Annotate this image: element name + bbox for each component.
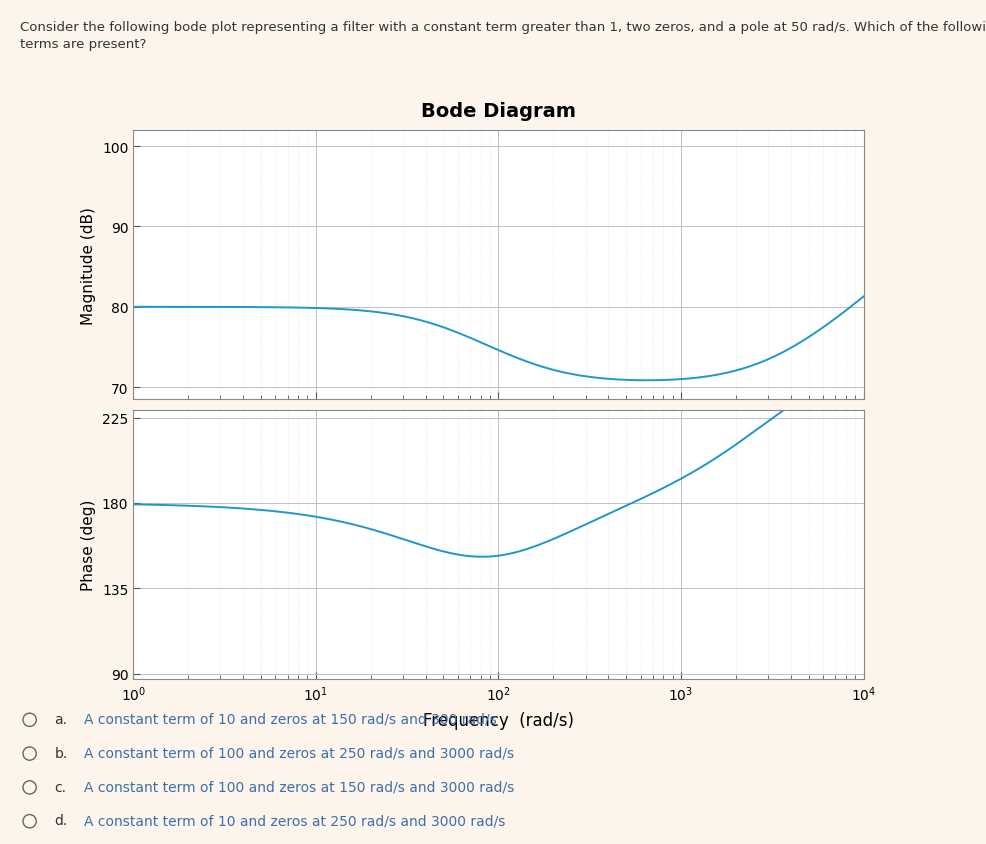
X-axis label: Frequency  (rad/s): Frequency (rad/s) [423, 711, 573, 729]
Text: A constant term of 100 and zeros at 250 rad/s and 3000 rad/s: A constant term of 100 and zeros at 250 … [84, 746, 514, 760]
Y-axis label: Phase (deg): Phase (deg) [81, 500, 97, 591]
Y-axis label: Magnitude (dB): Magnitude (dB) [82, 207, 97, 324]
Text: A constant term of 10 and zeros at 150 rad/s and 300 rad/s: A constant term of 10 and zeros at 150 r… [84, 712, 496, 726]
Text: Consider the following bode plot representing a filter with a constant term grea: Consider the following bode plot represe… [20, 21, 986, 34]
Title: Bode Diagram: Bode Diagram [420, 102, 576, 121]
Text: A constant term of 10 and zeros at 250 rad/s and 3000 rad/s: A constant term of 10 and zeros at 250 r… [84, 814, 505, 827]
Text: a.: a. [54, 712, 67, 726]
Text: terms are present?: terms are present? [20, 38, 146, 51]
Text: b.: b. [54, 746, 67, 760]
Text: c.: c. [54, 780, 66, 793]
Text: d.: d. [54, 814, 67, 827]
Text: A constant term of 100 and zeros at 150 rad/s and 3000 rad/s: A constant term of 100 and zeros at 150 … [84, 780, 514, 793]
